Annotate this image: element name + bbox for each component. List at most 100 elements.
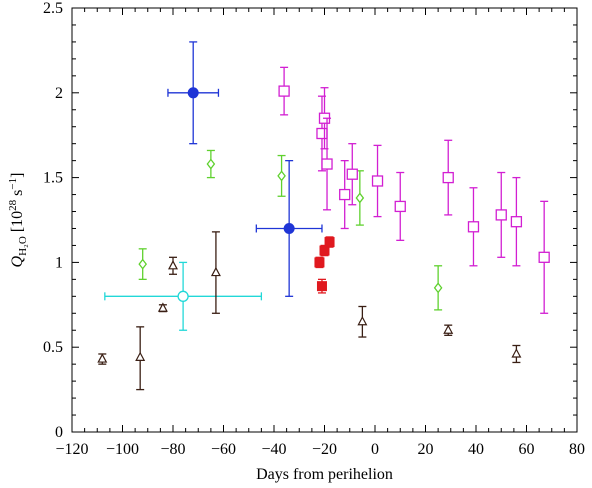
marker-square (510, 216, 523, 228)
marker-square (495, 209, 507, 221)
marker-square (316, 281, 327, 292)
marker-square (314, 257, 325, 268)
marker-triangle (97, 353, 108, 363)
data-point (339, 159, 351, 230)
y-tick-label: 1 (55, 254, 63, 271)
series-diamond-open (138, 149, 443, 311)
marker-square (316, 127, 328, 140)
data-point (495, 171, 507, 258)
marker-triangle (443, 324, 454, 334)
x-tick-label: −60 (211, 441, 236, 458)
data-point (316, 95, 328, 172)
marker-diamond (433, 282, 443, 294)
data-point (135, 326, 146, 391)
marker-circle (177, 290, 189, 302)
data-point (210, 231, 221, 314)
x-axis-label: Days from perihelion (256, 466, 393, 483)
data-point (442, 139, 454, 216)
series-square-open (278, 66, 550, 314)
data-point (433, 265, 443, 311)
axis-ticks (71, 7, 578, 433)
marker-square (467, 221, 480, 233)
data-point (157, 302, 168, 313)
marker-triangle (210, 266, 221, 277)
y-axis-label: QH₂O [1028 s−1] (7, 173, 29, 268)
data-point (511, 344, 522, 364)
y-tick-label: 2 (55, 85, 63, 102)
data-point (443, 324, 454, 336)
x-tick-label: 0 (371, 441, 379, 458)
y-axis-label-subscript: H₂O (17, 236, 29, 256)
data-point (104, 261, 263, 331)
tick-labels: −120 −100 −80 −60 −40 −20 0 20 40 60 80 0 0.5 1 1.5 2 2.… (43, 0, 585, 458)
data-point (510, 176, 523, 267)
marker-square (278, 85, 290, 97)
x-tick-label: −100 (106, 441, 139, 458)
marker-diamond (138, 258, 148, 270)
data-point (324, 236, 335, 248)
x-tick-label: 20 (418, 441, 434, 458)
data-point (355, 170, 365, 226)
data-point (371, 144, 384, 218)
x-tick-label: 60 (519, 441, 535, 458)
marker-square (346, 168, 358, 180)
series-circle-filled (167, 41, 323, 297)
data-point (394, 171, 406, 242)
marker-square (442, 171, 454, 184)
marker-square (394, 200, 406, 213)
x-tick-label: 40 (468, 441, 484, 458)
data-point (319, 244, 330, 257)
marker-diamond (277, 170, 286, 182)
data-point (206, 149, 216, 179)
marker-square (319, 245, 330, 256)
x-tick-label: −120 (55, 441, 88, 458)
x-tick-label: −40 (261, 441, 286, 458)
data-point (168, 256, 178, 275)
marker-square (321, 158, 333, 170)
data-point (255, 159, 323, 297)
marker-triangle (511, 348, 522, 358)
x-tick-label: −80 (160, 441, 185, 458)
marker-circle (187, 87, 199, 99)
chart-marks (97, 41, 550, 391)
series-circle-open (104, 261, 263, 331)
data-point (277, 154, 286, 197)
data-point (316, 278, 327, 294)
marker-circle (283, 222, 295, 234)
data-point (346, 143, 358, 206)
data-point (538, 200, 550, 314)
marker-square (538, 251, 550, 263)
data-point (321, 117, 333, 211)
marker-triangle (168, 260, 178, 270)
y-tick-label: 0 (55, 424, 63, 441)
y-tick-label: 2.5 (43, 0, 63, 17)
y-tick-label: 0.5 (43, 339, 63, 356)
y-axis-label-symbol: Q (9, 255, 26, 267)
marker-square (371, 175, 384, 187)
data-point (138, 248, 148, 281)
data-point (314, 256, 325, 269)
data-point (467, 187, 480, 267)
marker-diamond (206, 158, 216, 170)
marker-triangle (135, 351, 146, 361)
marker-diamond (355, 192, 365, 204)
marker-triangle (357, 315, 368, 326)
marker-square (324, 237, 335, 248)
y-tick-label: 1.5 (43, 170, 63, 187)
marker-square (339, 188, 351, 201)
y-axis-label-unit-open: [10 (9, 211, 26, 236)
data-point (357, 305, 368, 338)
data-point (278, 66, 290, 116)
series-square-filled (314, 236, 335, 294)
y-axis-label-unit-close: ] (9, 173, 26, 178)
data-point (97, 353, 108, 365)
y-axis-label-unit-mid: s (9, 190, 26, 200)
y-axis-label-exponent-2: −1 (7, 178, 19, 190)
marker-triangle (157, 302, 168, 312)
x-tick-label: −20 (312, 441, 337, 458)
y-axis-label-exponent: 28 (7, 199, 19, 211)
series-triangle-open (97, 231, 522, 391)
data-point (167, 41, 220, 145)
x-tick-label: 80 (569, 441, 585, 458)
